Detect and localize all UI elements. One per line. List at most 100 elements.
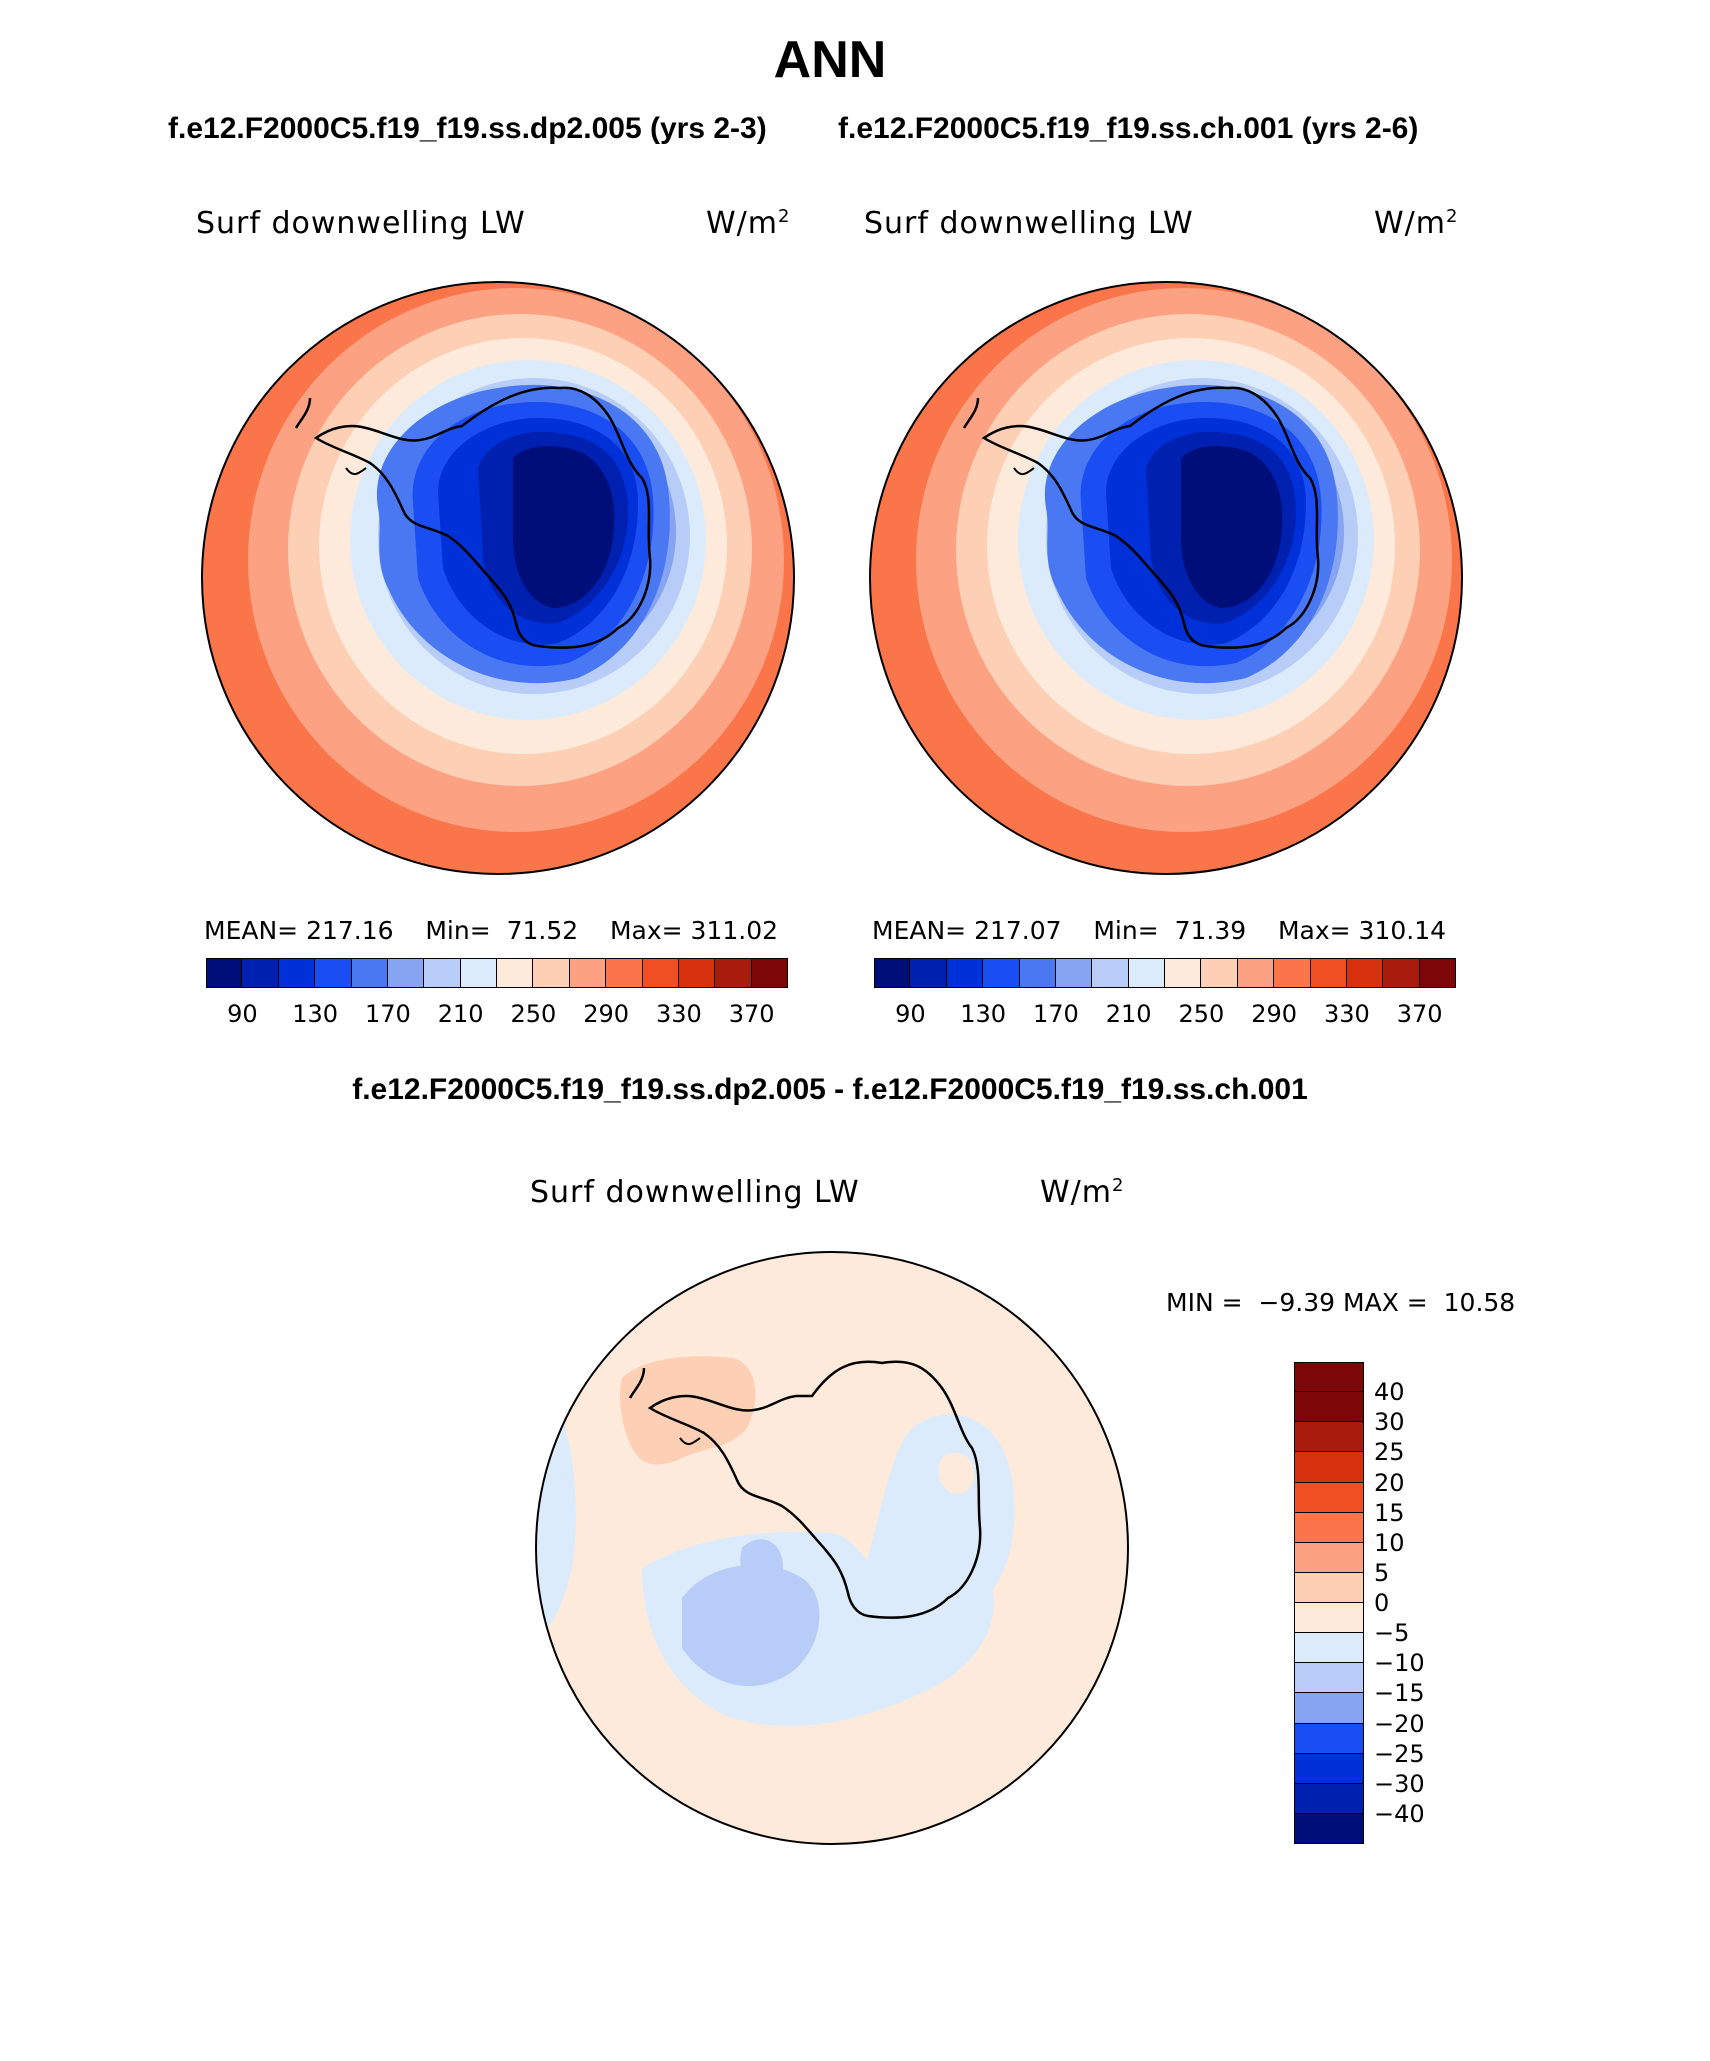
- difference-colorbar-tick-label: −25: [1374, 1739, 1425, 1768]
- panel2-min: 71.39: [1174, 916, 1247, 945]
- difference-colorbar-swatch: [1294, 1723, 1364, 1754]
- difference-units-label: W/m2: [1040, 1175, 1125, 1210]
- panel1-colorbar-swatch: [242, 958, 279, 988]
- panel1-colorbar-tick-label: 290: [583, 1000, 630, 1028]
- panel1-colorbar-swatch: [715, 958, 752, 988]
- difference-colorbar-tick-label: −15: [1374, 1679, 1425, 1708]
- case-title-right: f.e12.F2000C5.f19_f19.ss.ch.001 (yrs 2-6…: [838, 112, 1419, 145]
- difference-colorbar-swatch: [1294, 1362, 1364, 1393]
- panel2-variable-label: Surf downwelling LW: [864, 206, 1194, 241]
- difference-colorbar-tick-label: 5: [1374, 1558, 1390, 1587]
- panel1-colorbar-swatch: [533, 958, 570, 988]
- difference-colorbar-tick-label: −5: [1374, 1619, 1410, 1648]
- panel2-stats: MEAN= 217.07 Min= 71.39 Max= 310.14: [872, 916, 1447, 945]
- panel2-colorbar-swatch: [1237, 958, 1275, 988]
- difference-colorbar-tick-label: −20: [1374, 1709, 1425, 1738]
- difference-colorbar-swatch: [1294, 1783, 1364, 1814]
- difference-colorbar-swatch: [1294, 1813, 1364, 1844]
- panel1-colorbar-tick-label: 330: [655, 1000, 702, 1028]
- panel2-colorbar: [874, 958, 1456, 988]
- panel2-colorbar-tick-label: 250: [1178, 1000, 1225, 1028]
- difference-colorbar-swatch: [1294, 1633, 1364, 1664]
- panel1-mean: 217.16: [306, 916, 394, 945]
- difference-colorbar-tick-label: 0: [1374, 1589, 1390, 1617]
- difference-colorbar-tick-label: −30: [1374, 1769, 1425, 1798]
- difference-colorbar: [1294, 1362, 1364, 1844]
- panel2-colorbar-tick-label: 290: [1251, 1000, 1298, 1028]
- panel2-colorbar-swatch: [1019, 958, 1056, 988]
- panel2-units-label: W/m2: [1374, 206, 1459, 241]
- difference-colorbar-tick-label: 20: [1374, 1468, 1405, 1497]
- difference-colorbar-tick-label: −40: [1374, 1799, 1425, 1828]
- difference-colorbar-tick-label: −10: [1374, 1649, 1425, 1678]
- panel1-colorbar-swatch: [569, 958, 607, 988]
- panel1-colorbar-tick-label: 170: [364, 1000, 411, 1028]
- panel1-min: 71.52: [506, 916, 579, 945]
- panel2-colorbar-swatch: [1092, 958, 1129, 988]
- difference-colorbar-swatch: [1294, 1753, 1364, 1784]
- panel1-colorbar-tick-label: 250: [510, 1000, 557, 1028]
- panel2-colorbar-swatch: [983, 958, 1020, 988]
- difference-colorbar-swatch: [1294, 1603, 1364, 1634]
- panel2-colorbar-tick-label: 170: [1032, 1000, 1079, 1028]
- panel1-colorbar-swatch: [751, 958, 788, 988]
- difference-title: f.e12.F2000C5.f19_f19.ss.dp2.005 - f.e12…: [352, 1073, 1308, 1106]
- difference-min: −9.39: [1258, 1288, 1336, 1317]
- panel2-colorbar-swatch: [1274, 958, 1311, 988]
- panel1-colorbar-swatch: [278, 958, 316, 988]
- panel1-colorbar-swatch: [497, 958, 534, 988]
- panel2-polar-map: [869, 281, 1463, 875]
- difference-colorbar-swatch: [1294, 1572, 1364, 1603]
- panel1-colorbar-swatch: [315, 958, 352, 988]
- panel2-colorbar-swatch: [1165, 958, 1202, 988]
- panel2-colorbar-tick-label: 130: [960, 1000, 1007, 1028]
- panel1-colorbar-swatch: [606, 958, 643, 988]
- panel2-colorbar-swatch: [1346, 958, 1384, 988]
- panel1-colorbar-swatch: [424, 958, 461, 988]
- panel2-colorbar-swatch: [1419, 958, 1456, 988]
- panel1-max: 311.02: [690, 916, 779, 945]
- panel1-colorbar-tick-label: 210: [437, 1000, 484, 1028]
- difference-colorbar-swatch: [1294, 1693, 1364, 1724]
- difference-colorbar-ticks: 40 30 25 20 15 10 5 0 −5 −10 −15 −20 −25 −30 −40: [1374, 1362, 1494, 1844]
- difference-max: 10.58: [1443, 1288, 1516, 1317]
- difference-colorbar-swatch: [1294, 1452, 1364, 1483]
- difference-colorbar-swatch: [1294, 1542, 1364, 1573]
- difference-colorbar-tick-label: 10: [1374, 1528, 1405, 1557]
- panel1-colorbar-tick-label: 130: [292, 1000, 339, 1028]
- panel1-colorbar: [206, 958, 788, 988]
- difference-colorbar-tick-label: 40: [1374, 1378, 1405, 1407]
- panel1-polar-map: [201, 281, 795, 875]
- panel1-colorbar-swatch: [387, 958, 425, 988]
- panel1-colorbar-swatch: [206, 958, 243, 988]
- difference-minmax: MIN = −9.39 MAX = 10.58: [1166, 1288, 1516, 1317]
- panel1-colorbar-ticks: 90 130 170 210 250 290 330 370: [206, 1000, 788, 1030]
- panel2-max: 310.14: [1358, 916, 1447, 945]
- panel2-colorbar-swatch: [910, 958, 947, 988]
- panel2-colorbar-swatch: [1310, 958, 1347, 988]
- panel1-variable-label: Surf downwelling LW: [196, 206, 526, 241]
- difference-colorbar-swatch: [1294, 1422, 1364, 1453]
- panel2-colorbar-tick-label: 90: [895, 1000, 926, 1028]
- case-title-left: f.e12.F2000C5.f19_f19.ss.dp2.005 (yrs 2-…: [168, 112, 767, 145]
- panel2-colorbar-swatch: [1055, 958, 1093, 988]
- panel2-colorbar-swatch: [1201, 958, 1238, 988]
- page-title: ANN: [773, 31, 887, 89]
- difference-colorbar-swatch: [1294, 1392, 1364, 1423]
- panel2-colorbar-swatch: [1383, 958, 1420, 988]
- panel2-colorbar-tick-label: 330: [1323, 1000, 1370, 1028]
- panel2-colorbar-tick-label: 210: [1105, 1000, 1152, 1028]
- difference-colorbar-swatch: [1294, 1512, 1364, 1543]
- panel2-colorbar-swatch: [946, 958, 984, 988]
- difference-polar-map: [535, 1251, 1129, 1845]
- panel2-colorbar-tick-label: 370: [1396, 1000, 1443, 1028]
- panel1-colorbar-swatch: [460, 958, 497, 988]
- panel1-units-label: W/m2: [706, 206, 791, 241]
- panel1-stats: MEAN= 217.16 Min= 71.52 Max= 311.02: [204, 916, 779, 945]
- panel2-colorbar-swatch: [1128, 958, 1165, 988]
- panel2-mean: 217.07: [974, 916, 1062, 945]
- panel2-colorbar-ticks: 90 130 170 210 250 290 330 370: [874, 1000, 1456, 1030]
- difference-colorbar-tick-label: 15: [1374, 1498, 1405, 1527]
- difference-variable-label: Surf downwelling LW: [530, 1175, 860, 1210]
- difference-colorbar-swatch: [1294, 1663, 1364, 1694]
